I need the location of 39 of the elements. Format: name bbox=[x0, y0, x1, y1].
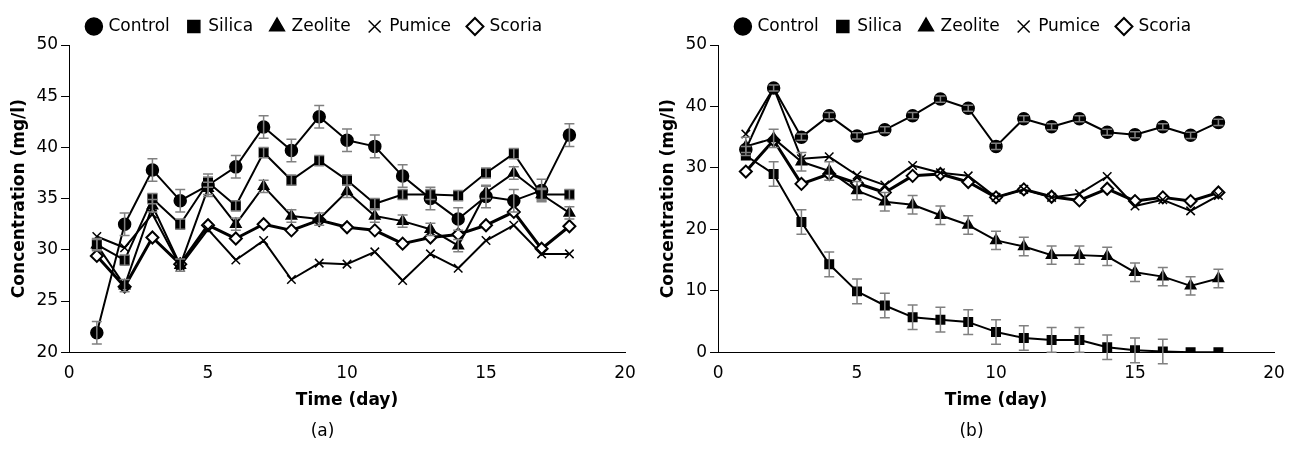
y-axis-title: Concentration (mg/l) bbox=[656, 99, 677, 299]
legend-label: Zeolite bbox=[291, 14, 351, 35]
y-axis-title: Concentration (mg/l) bbox=[7, 99, 28, 299]
legend-label: Silica bbox=[857, 14, 903, 35]
x-axis-title: Time (day) bbox=[295, 389, 399, 410]
x-axis-title: Time (day) bbox=[944, 389, 1048, 410]
y-tick-label: 45 bbox=[36, 84, 59, 105]
y-tick-label: 20 bbox=[685, 217, 708, 238]
legend-label: Pumice bbox=[1038, 14, 1100, 35]
x-tick-label: 5 bbox=[851, 361, 863, 382]
x-tick-label: 20 bbox=[1263, 361, 1285, 382]
text: (a) bbox=[309, 420, 336, 440]
legend-label: Control bbox=[757, 14, 819, 35]
x-tick-label: 10 bbox=[985, 361, 1007, 382]
legend-label: Scoria bbox=[489, 14, 543, 35]
legend-label: Zeolite bbox=[940, 14, 1000, 35]
y-tick-label: 40 bbox=[36, 135, 59, 156]
legend-label: Silica bbox=[208, 14, 254, 35]
y-tick-label: 10 bbox=[685, 279, 708, 300]
y-tick-label: 0 bbox=[696, 340, 708, 361]
legend-label: Control bbox=[108, 14, 170, 35]
y-tick-label: 35 bbox=[36, 187, 59, 208]
y-tick-label: 50 bbox=[36, 33, 59, 54]
y-tick-label: 20 bbox=[36, 340, 59, 361]
x-tick-label: 0 bbox=[712, 361, 724, 382]
y-tick-label: 30 bbox=[36, 238, 59, 259]
y-tick-label: 50 bbox=[685, 33, 708, 54]
text: (b) bbox=[958, 420, 985, 440]
x-tick-label: 10 bbox=[336, 361, 358, 382]
legend-label: Scoria bbox=[1138, 14, 1192, 35]
y-tick-label: 25 bbox=[36, 289, 59, 310]
x-tick-label: 20 bbox=[614, 361, 636, 382]
x-tick-label: 15 bbox=[475, 361, 497, 382]
y-tick-label: 40 bbox=[685, 94, 708, 115]
legend-label: Pumice bbox=[389, 14, 451, 35]
x-tick-label: 15 bbox=[1124, 361, 1146, 382]
y-tick-label: 30 bbox=[685, 156, 708, 177]
x-tick-label: 5 bbox=[202, 361, 214, 382]
x-tick-label: 0 bbox=[63, 361, 75, 382]
